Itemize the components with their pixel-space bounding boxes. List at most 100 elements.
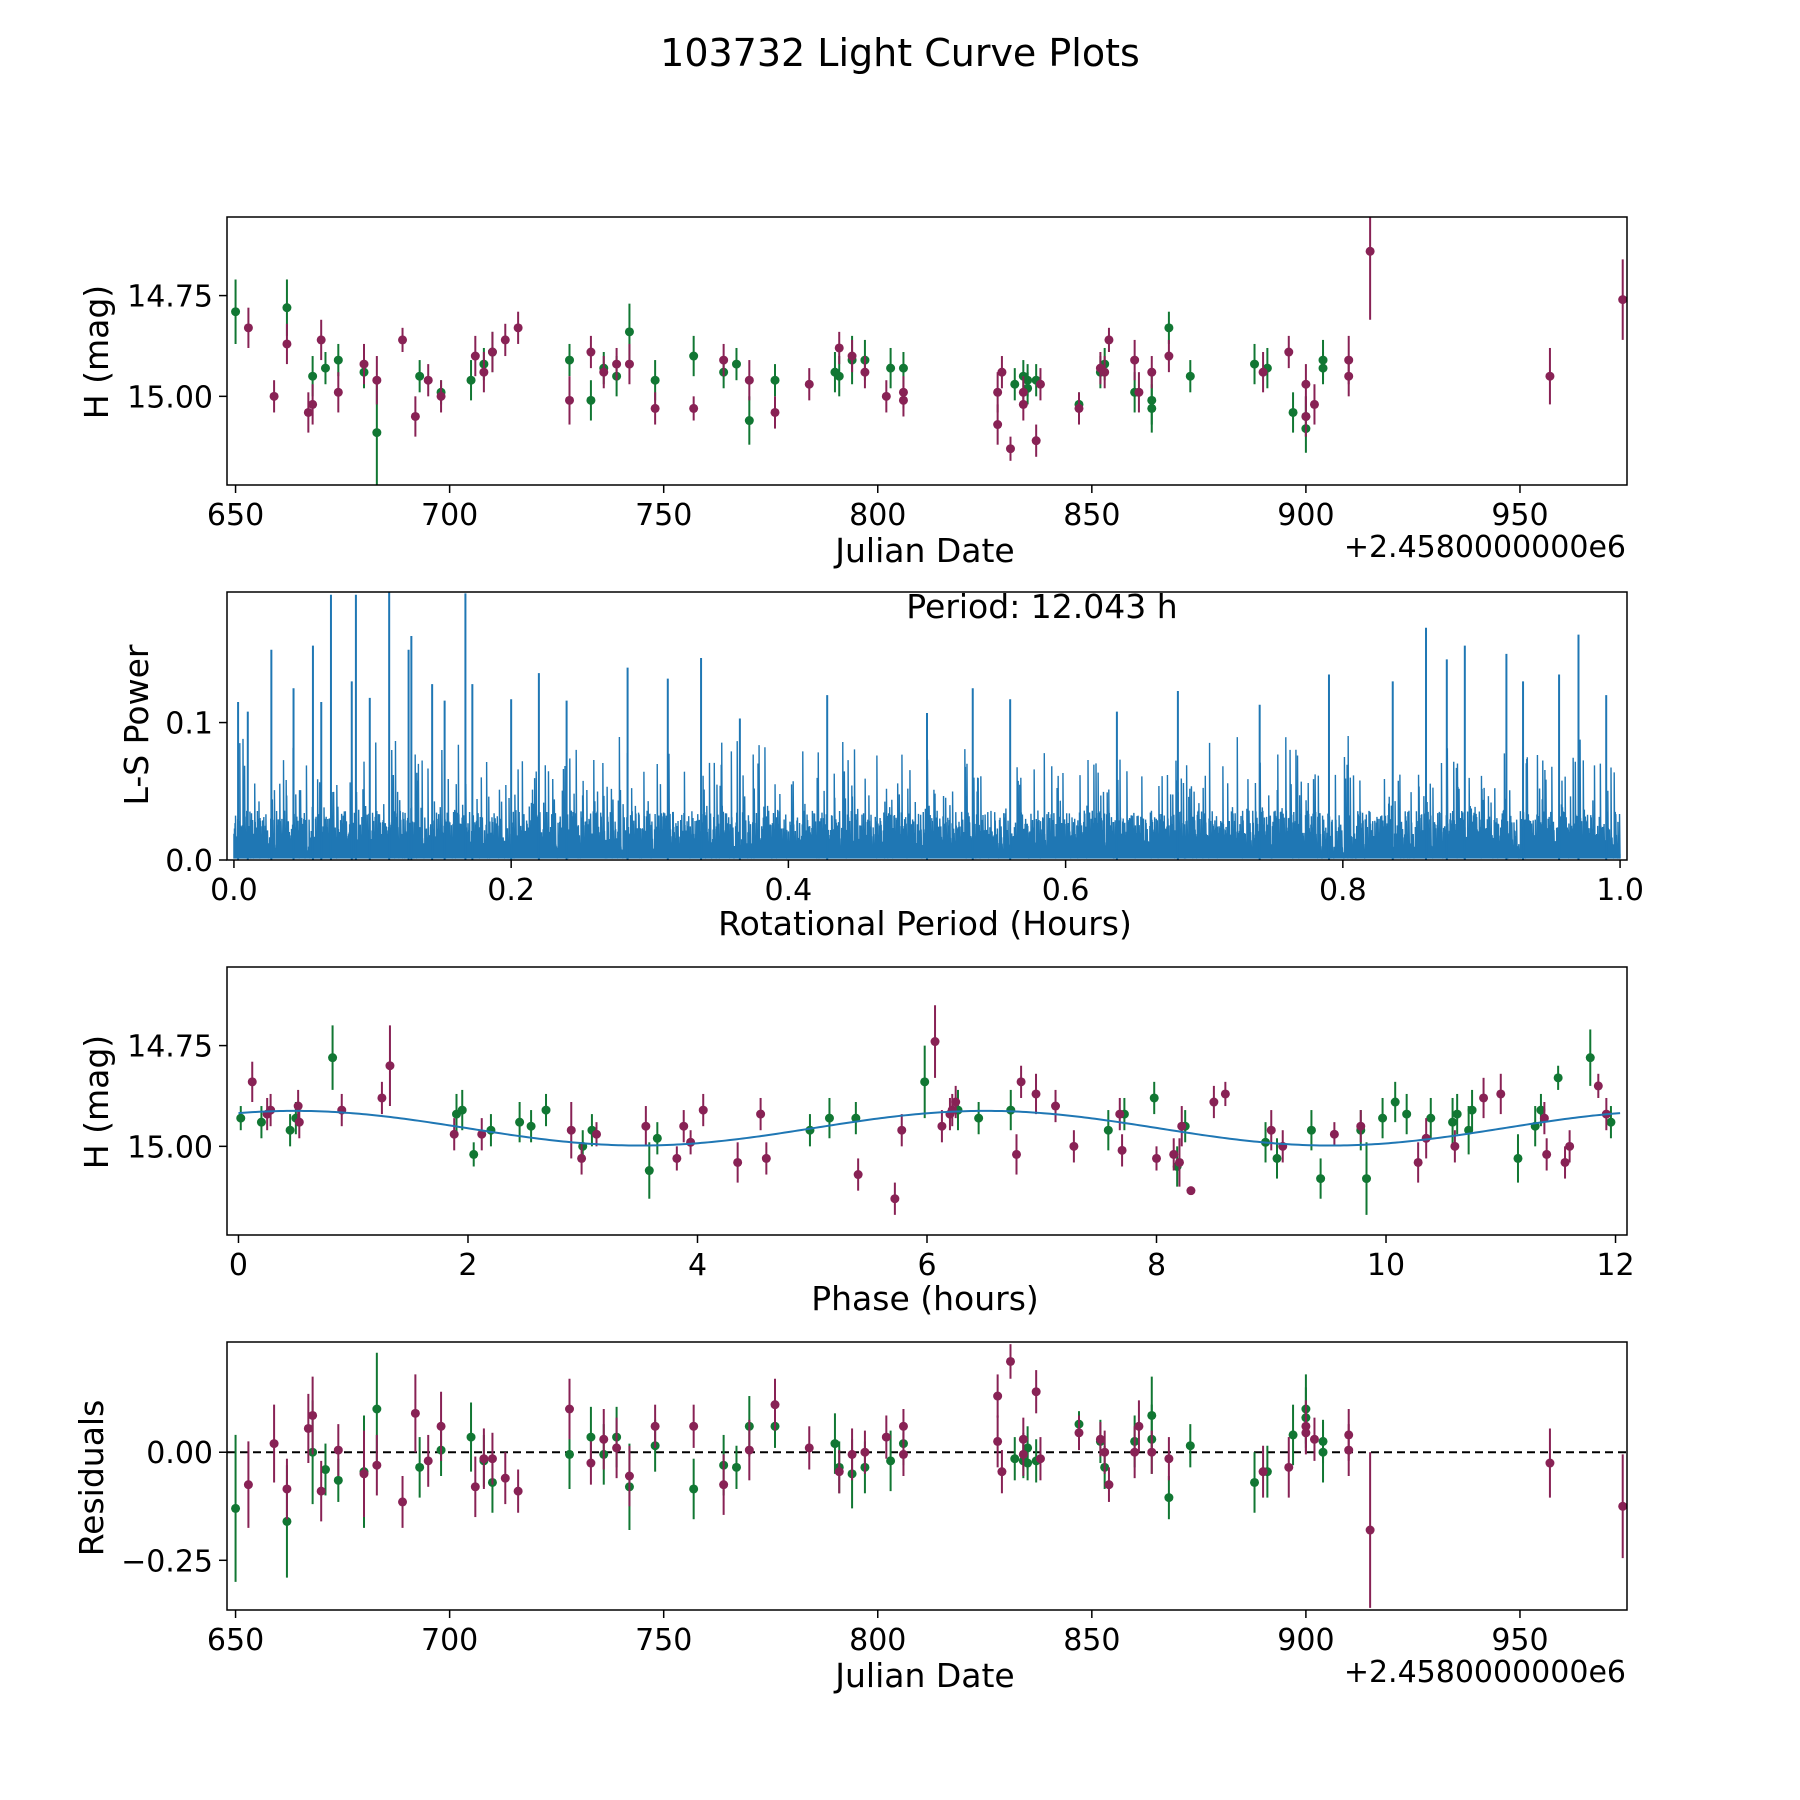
lightcurve-plot-area: 650 700 750 800 850 900 950 15.00 14.75 (127, 216, 1628, 533)
data-point (719, 355, 729, 365)
data-point (834, 371, 844, 381)
data-point (1402, 1109, 1412, 1119)
axes-frame (226, 1341, 1628, 1611)
data-point (316, 1486, 326, 1496)
data-point (1051, 1101, 1061, 1111)
data-point (1031, 1387, 1041, 1397)
data-point (650, 403, 660, 413)
y-tick-label: 0.00 (146, 1436, 213, 1471)
data-point (466, 375, 476, 385)
data-point (997, 367, 1007, 377)
data-point (1309, 399, 1319, 409)
data-point (1250, 359, 1260, 369)
data-point (586, 1432, 596, 1442)
data-point (1005, 444, 1015, 454)
data-point (541, 1105, 551, 1115)
data-point (294, 1117, 304, 1127)
data-point (372, 1404, 382, 1414)
series-g (231, 1352, 1328, 1582)
x-tick-label: 650 (207, 498, 264, 533)
data-point (1031, 1089, 1041, 1099)
data-point (1018, 1449, 1028, 1459)
data-point (689, 403, 699, 413)
data-point (612, 359, 622, 369)
data-point (398, 335, 408, 345)
x-tick-label: 0.2 (487, 873, 535, 908)
x-tick-label: 950 (1491, 498, 1548, 533)
data-point (624, 1471, 634, 1481)
data-point (644, 1166, 654, 1176)
data-point (1565, 1141, 1575, 1151)
data-point (733, 1157, 743, 1167)
data-point (1164, 351, 1174, 361)
data-point (650, 1421, 660, 1431)
series-g (231, 279, 1328, 485)
data-point (500, 1473, 510, 1483)
data-point (1258, 1467, 1268, 1477)
data-point (1318, 1436, 1328, 1446)
period-annotation: Period: 12.043 h (906, 587, 1177, 626)
data-point (1362, 1174, 1372, 1184)
data-point (256, 1117, 266, 1127)
data-point (565, 1449, 575, 1459)
data-point (1005, 1356, 1015, 1366)
data-point (847, 351, 857, 361)
x-tick-label: 700 (421, 1623, 478, 1658)
data-point (1301, 379, 1311, 389)
data-layer (236, 1005, 1621, 1215)
data-point (1618, 295, 1627, 305)
data-point (308, 1410, 318, 1420)
x-tick-label: 4 (688, 1248, 707, 1283)
data-point (436, 391, 446, 401)
data-point (920, 1077, 930, 1087)
data-point (1479, 1093, 1489, 1103)
data-point (1100, 1447, 1110, 1457)
data-point (847, 1449, 857, 1459)
data-point (1134, 1421, 1144, 1431)
data-point (487, 1454, 497, 1464)
lightcurve-xlabel: Julian Date (833, 531, 1015, 570)
data-point (316, 335, 326, 345)
data-point (231, 1503, 241, 1513)
data-point (890, 1194, 900, 1204)
figure-title: 103732 Light Curve Plots (660, 31, 1140, 75)
data-point (1545, 1458, 1555, 1468)
data-layer (231, 1344, 1627, 1608)
data-point (1593, 1081, 1603, 1091)
data-point (744, 375, 754, 385)
data-point (1545, 371, 1555, 381)
data-point (731, 359, 741, 369)
data-point (1006, 1105, 1016, 1115)
data-point (449, 1129, 459, 1139)
data-point (898, 1449, 908, 1459)
data-point (1496, 1089, 1506, 1099)
data-point (1536, 1105, 1546, 1115)
data-point (565, 1404, 575, 1414)
y-tick-label: 0.0 (165, 844, 213, 879)
data-point (566, 1125, 576, 1135)
data-point (1448, 1117, 1458, 1127)
data-point (805, 1125, 815, 1135)
y-tick-label: 15.00 (127, 1130, 213, 1165)
data-point (1117, 1145, 1127, 1155)
data-point (761, 1153, 771, 1163)
lightcurve-ylabel: H (mag) (77, 285, 116, 419)
data-point (1134, 387, 1144, 397)
data-point (1365, 246, 1375, 256)
data-point (1309, 1434, 1319, 1444)
x-tick-label: 700 (421, 498, 478, 533)
y-tick-label: 0.1 (165, 707, 213, 742)
data-point (1250, 1477, 1260, 1487)
data-point (359, 359, 369, 369)
data-point (320, 1465, 330, 1475)
data-point (372, 375, 382, 385)
data-point (1115, 1109, 1125, 1119)
data-point (951, 1097, 961, 1107)
data-point (466, 1432, 476, 1442)
data-point (641, 1121, 651, 1131)
periodogram-xlabel: Rotational Period (Hours) (718, 904, 1132, 943)
data-point (359, 1469, 369, 1479)
data-point (689, 1484, 699, 1494)
residuals-offset-text: +2.4580000000e6 (1344, 1655, 1626, 1690)
